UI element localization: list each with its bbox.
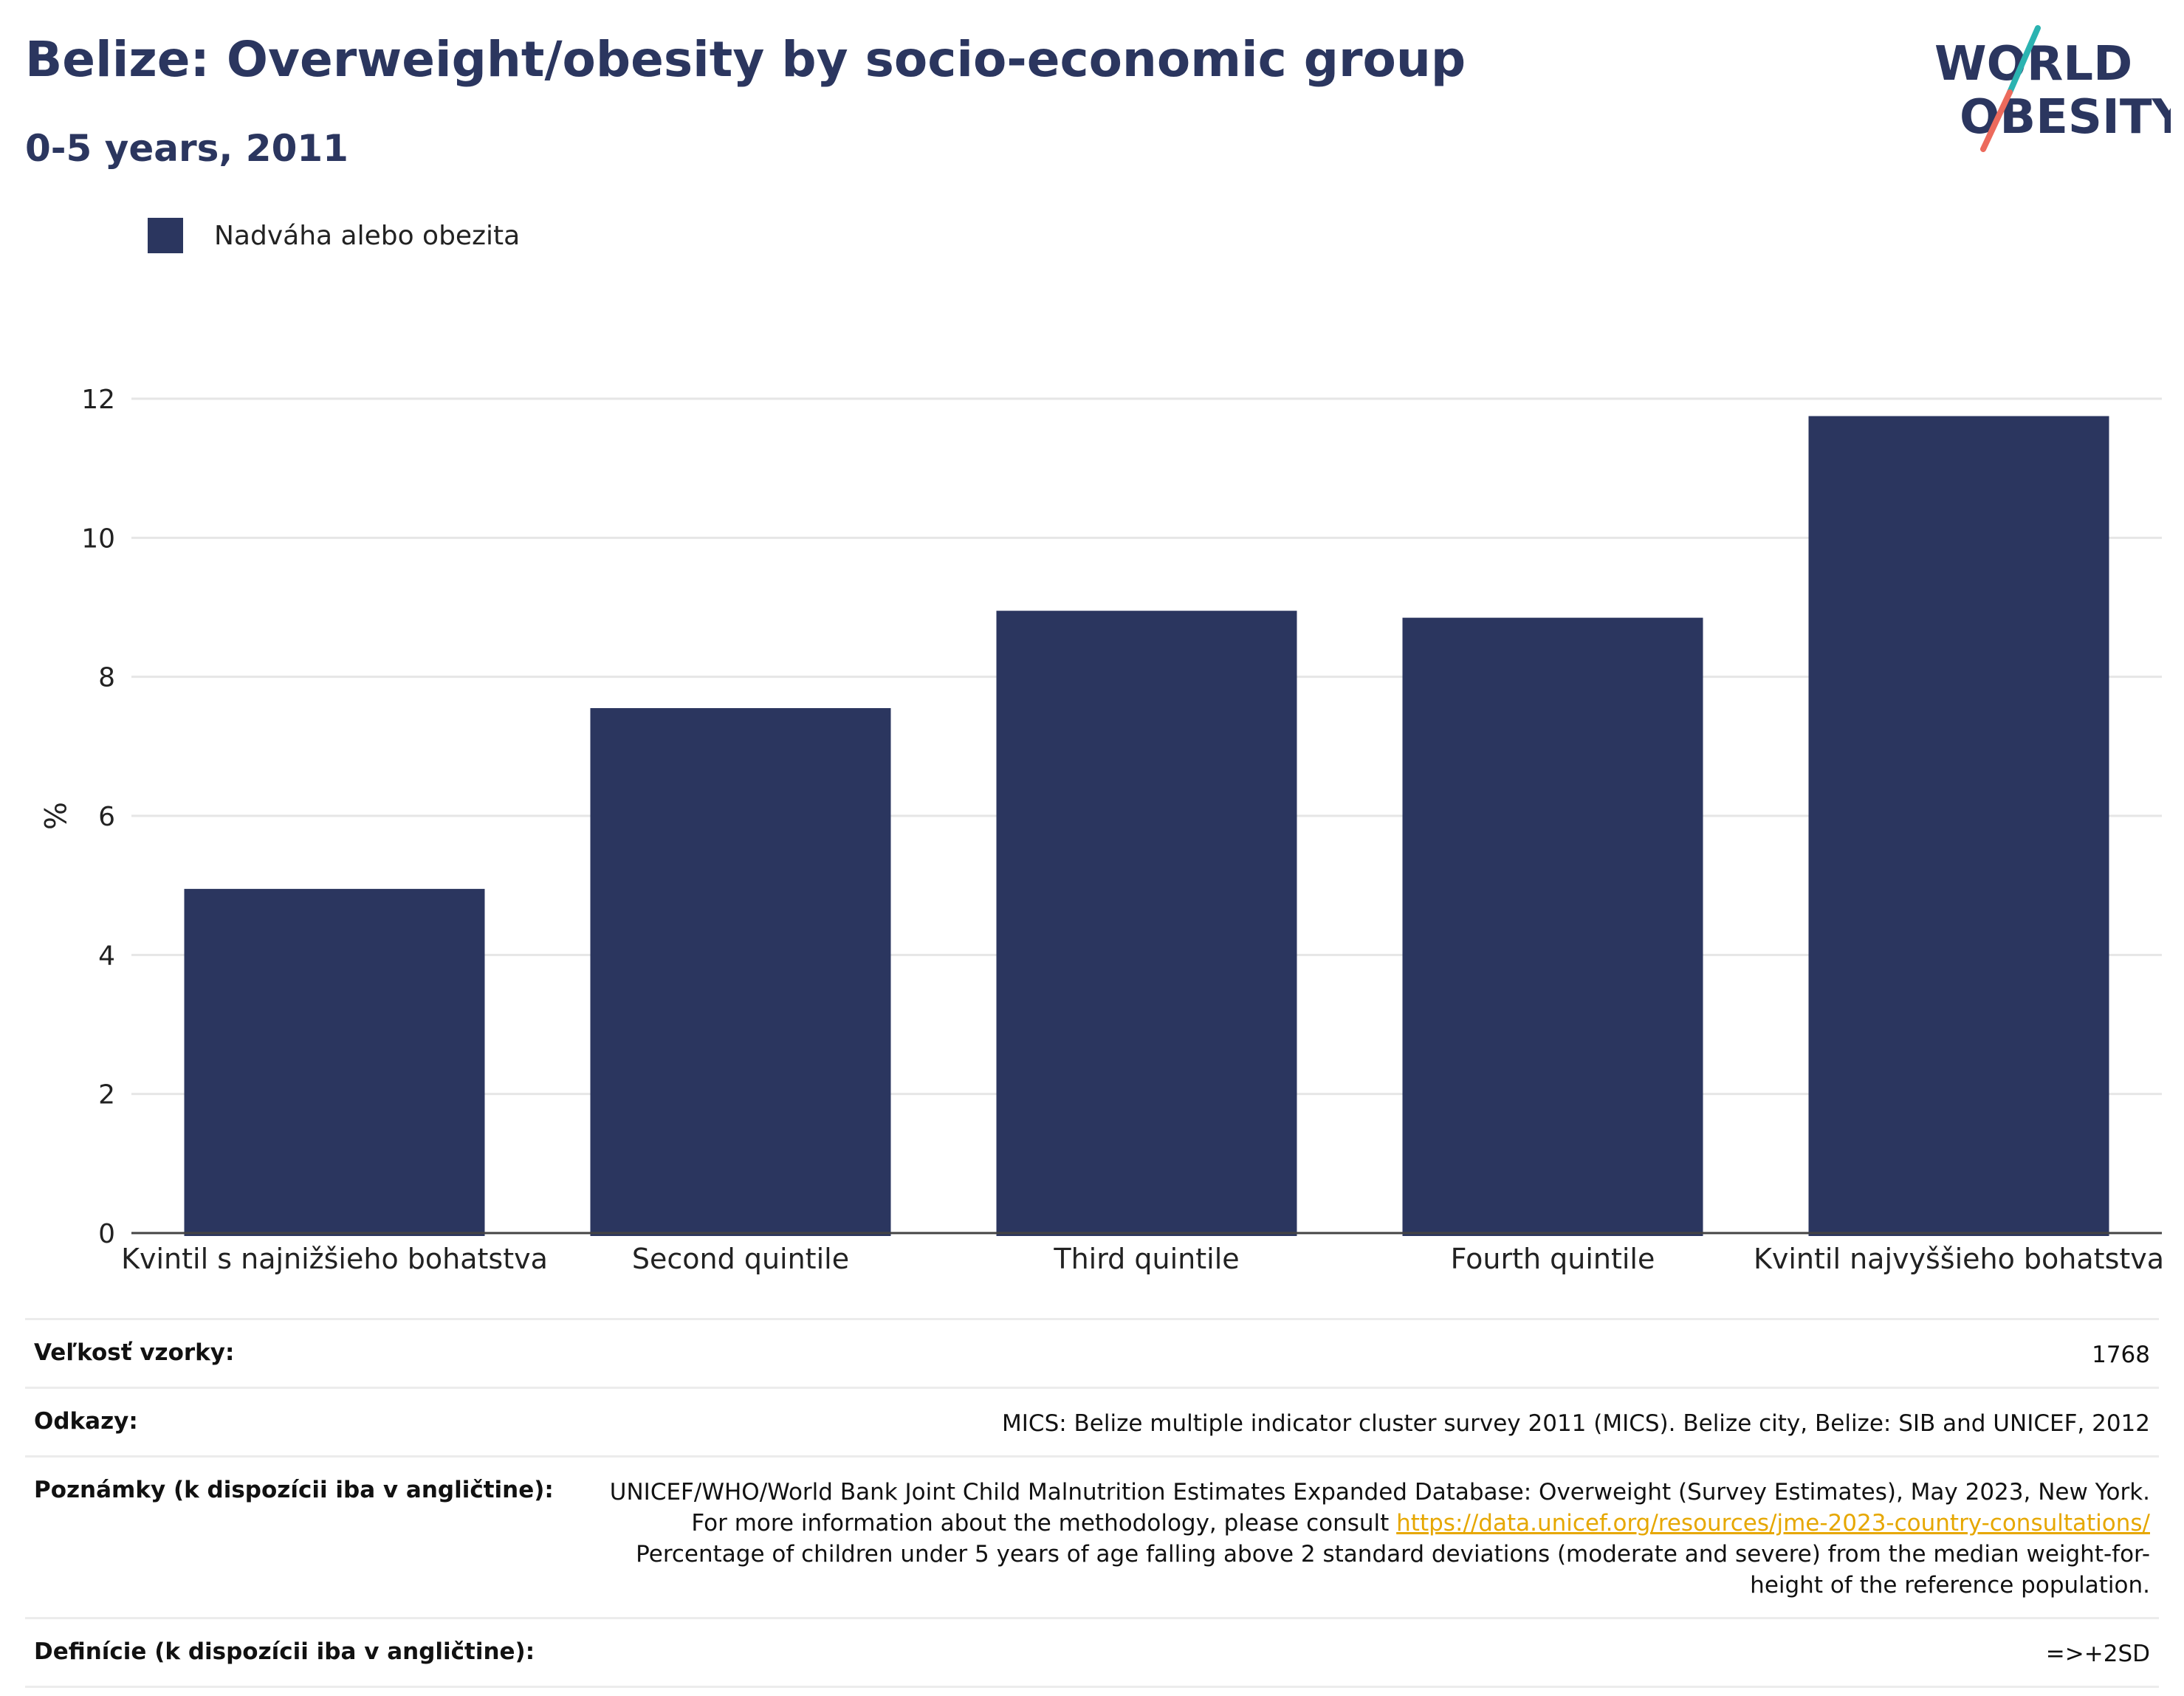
legend: Nadváha alebo obezita: [148, 218, 520, 253]
meta-row-references: Odkazy: MICS: Belize multiple indicator …: [25, 1387, 2159, 1455]
meta-row-sample-size: Veľkosť vzorky: 1768: [25, 1318, 2159, 1387]
x-tick-label: Second quintile: [632, 1243, 849, 1275]
definitions-value: =>+2SD: [2045, 1641, 2150, 1667]
bar-chart: 0 2 4 6 8 10 12% Kvintil s najnižšieho bohatstv…: [37, 385, 2164, 1275]
references-value: MICS: Belize multiple indicator cluster …: [1002, 1410, 2150, 1437]
legend-swatch: [148, 218, 183, 253]
bar: [184, 888, 485, 1236]
x-tick-label: Third quintile: [1053, 1243, 1239, 1275]
sample-size-label: Veľkosť vzorky:: [34, 1339, 235, 1366]
logo-line2: OBESITY: [1960, 90, 2171, 145]
meta-row-definitions: Definície (k dispozícii iba v angličtine…: [25, 1617, 2159, 1688]
meta-row-notes: Poznámky (k dispozícii iba v angličtine)…: [25, 1455, 2159, 1617]
bar: [590, 708, 891, 1236]
x-tick-label: Kvintil najvyššieho bohatstva: [1754, 1243, 2164, 1275]
notes-text-2: Percentage of children under 5 years of …: [636, 1541, 2150, 1599]
notes-label: Poznámky (k dispozícii iba v angličtine)…: [34, 1477, 554, 1503]
metadata-table: Veľkosť vzorky: 1768 Odkazy: MICS: Beliz…: [25, 1318, 2159, 1688]
sample-size-value: 1768: [2092, 1342, 2150, 1368]
x-tick-label: Fourth quintile: [1451, 1243, 1655, 1275]
definitions-label: Definície (k dispozícii iba v angličtine…: [34, 1638, 535, 1665]
logo-line1: WORLD: [1934, 37, 2132, 92]
legend-label: Nadváha alebo obezita: [214, 220, 521, 251]
notes-text-1: UNICEF/WHO/World Bank Joint Child Malnut…: [609, 1479, 2150, 1537]
notes-value: UNICEF/WHO/World Bank Joint Child Malnut…: [607, 1477, 2150, 1601]
y-tick-label: 0: [98, 1219, 115, 1249]
chart-subtitle: 0-5 years, 2011: [25, 127, 348, 170]
y-tick-label: 2: [98, 1080, 115, 1110]
y-tick-label: 10: [81, 523, 115, 554]
notes-link[interactable]: https://data.unicef.org/resources/jme-20…: [1396, 1510, 2150, 1537]
chart-title: Belize: Overweight/obesity by socio-econ…: [25, 31, 1466, 88]
bar: [1808, 416, 2109, 1236]
y-tick-label: 6: [98, 802, 115, 832]
y-axis-label: %: [37, 802, 71, 830]
y-tick-label: 4: [98, 941, 115, 971]
y-tick-label: 12: [81, 385, 115, 415]
world-obesity-logo: WORLD OBESITY: [1934, 25, 2171, 152]
references-label: Odkazy:: [34, 1408, 138, 1435]
bar: [996, 611, 1297, 1236]
bar: [1402, 617, 1703, 1236]
y-tick-label: 8: [98, 663, 115, 693]
x-tick-label: Kvintil s najnižšieho bohatstva: [121, 1243, 548, 1275]
